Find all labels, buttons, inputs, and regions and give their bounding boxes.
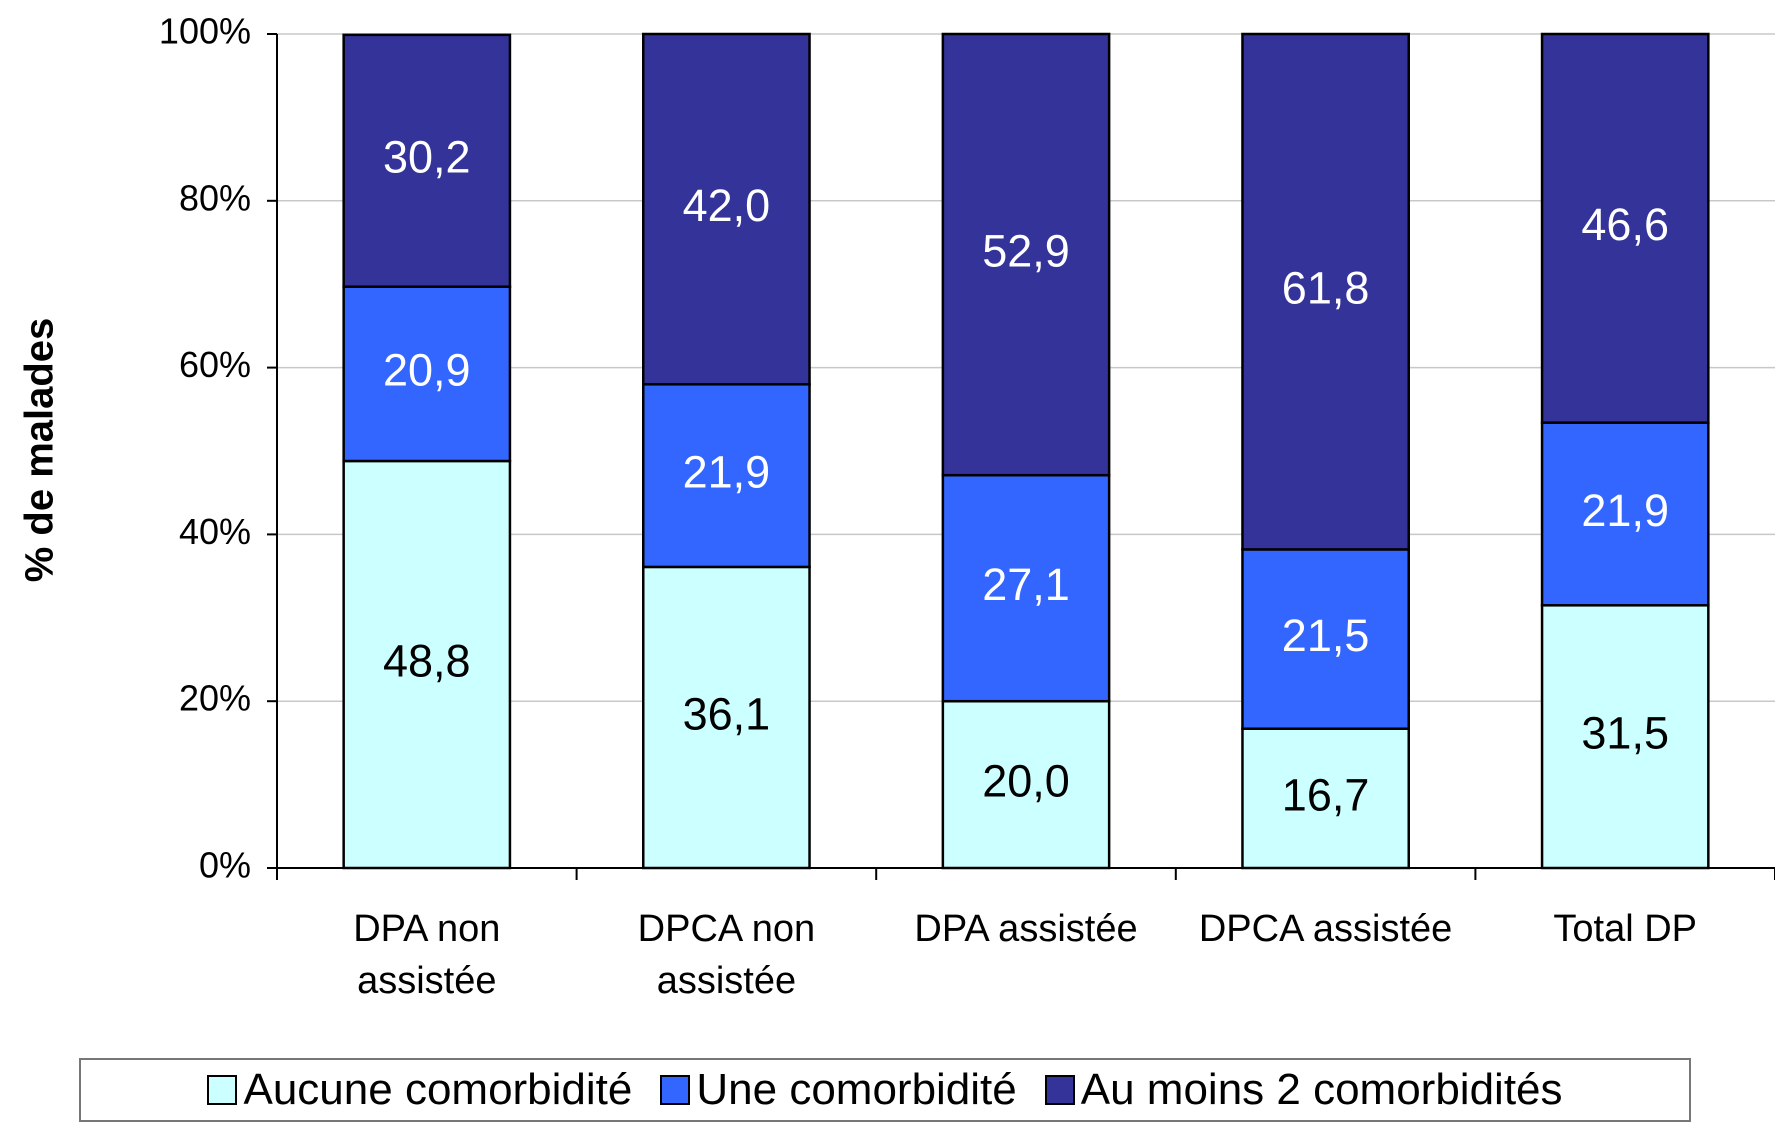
- value-label: 21,9: [683, 446, 771, 497]
- bar-segment: [342, 33, 512, 288]
- legend-item: Aucune comorbidité: [207, 1065, 632, 1115]
- bar-segment: [1540, 421, 1710, 607]
- y-tick-label: 60%: [179, 344, 251, 385]
- legend-label: Au moins 2 comorbidités: [1080, 1065, 1563, 1114]
- bar-segment: [1241, 727, 1410, 870]
- value-label: 46,6: [1581, 199, 1669, 250]
- value-label: 21,9: [1581, 485, 1669, 536]
- bar-segment: [941, 473, 1111, 703]
- y-tick-label: 40%: [179, 511, 251, 552]
- bar-segment: [342, 459, 512, 870]
- value-label: 20,9: [383, 345, 471, 396]
- bar-segment: [1241, 548, 1410, 730]
- x-tick-label: DPCA assistée: [1198, 908, 1453, 950]
- bar-segment: [1540, 32, 1710, 424]
- bar-segment: [941, 32, 1111, 477]
- legend-swatch: [207, 1075, 238, 1105]
- value-label: 20,0: [982, 755, 1070, 806]
- x-tick-label: DPA assistée: [914, 908, 1138, 950]
- value-label: 21,5: [1282, 610, 1370, 661]
- y-axis-label: % de malades: [18, 318, 62, 583]
- legend-label: Une comorbidité: [696, 1065, 1017, 1114]
- bar-segment: [642, 32, 811, 386]
- x-tick-label: DPCA non assistée: [637, 908, 816, 1002]
- value-label: 30,2: [383, 132, 471, 183]
- bar-segment: [642, 383, 811, 569]
- legend-item: Une comorbidité: [660, 1065, 1017, 1115]
- value-label: 42,0: [683, 180, 771, 231]
- y-tick-label: 80%: [179, 177, 251, 218]
- legend-label: Aucune comorbidité: [243, 1065, 633, 1114]
- y-tick-label: 100%: [159, 11, 251, 52]
- value-label: 31,5: [1581, 708, 1669, 759]
- value-label: 61,8: [1282, 263, 1370, 314]
- value-label: 48,8: [383, 635, 471, 686]
- legend-item: Au moins 2 comorbidités: [1044, 1065, 1563, 1115]
- value-label: 52,9: [982, 225, 1070, 276]
- x-tick-label: Total DP: [1553, 908, 1697, 950]
- value-label: 16,7: [1282, 769, 1370, 820]
- value-label: 27,1: [982, 559, 1070, 610]
- bar-segment: [941, 699, 1111, 870]
- y-tick-label: 0%: [199, 845, 251, 886]
- value-label: 36,1: [683, 688, 771, 739]
- y-tick-label: 20%: [179, 678, 251, 719]
- legend-swatch: [1044, 1075, 1075, 1105]
- legend: Aucune comorbidité Une comorbidité Au moin…: [79, 1058, 1691, 1122]
- bar-segment: [1241, 32, 1410, 551]
- x-tick-label: DPA non assistée: [353, 908, 501, 1002]
- legend-swatch: [660, 1075, 691, 1105]
